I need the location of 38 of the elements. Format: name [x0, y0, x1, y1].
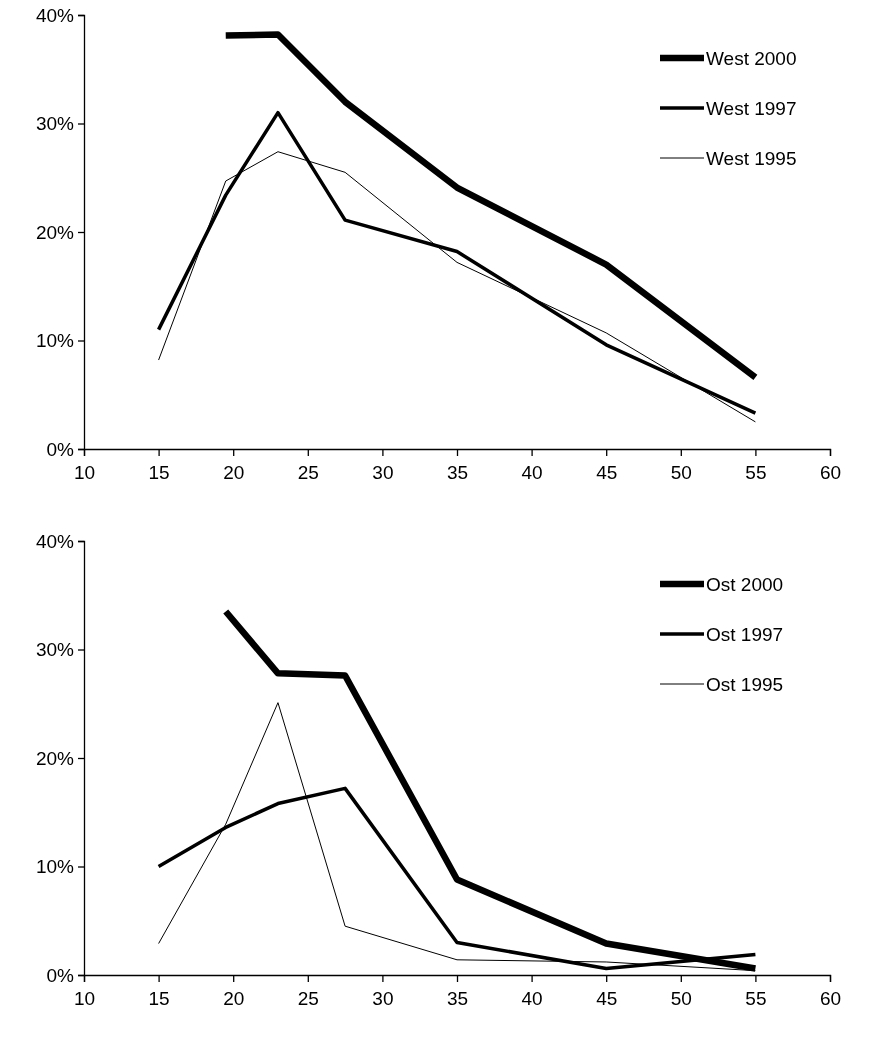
- y-tick-label: 20%: [35, 221, 75, 243]
- x-tick-label: 15: [148, 988, 170, 1010]
- x-tick-label: 35: [446, 988, 469, 1010]
- x-tick-label: 55: [745, 988, 767, 1010]
- x-tick-label: 20: [223, 988, 245, 1010]
- y-tick-label: 40%: [35, 530, 75, 552]
- x-tick-label: 40: [521, 988, 543, 1010]
- x-tick-label: 40: [521, 462, 543, 484]
- y-tick-label: 10%: [35, 856, 75, 878]
- x-tick-label: 45: [596, 462, 618, 484]
- y-tick-label: 30%: [35, 639, 75, 661]
- y-tick-label: 0%: [46, 964, 75, 986]
- x-tick-label: 10: [73, 988, 96, 1010]
- x-tick-label: 60: [819, 988, 842, 1010]
- y-tick-label: 0%: [46, 438, 75, 460]
- x-tick-label: 10: [73, 462, 96, 484]
- x-tick-label: 50: [670, 462, 692, 484]
- x-tick-label: 45: [596, 988, 618, 1010]
- legend-label: West 2000: [706, 48, 797, 69]
- y-tick-label: 20%: [35, 747, 75, 769]
- y-tick-label: 10%: [35, 330, 75, 352]
- x-tick-label: 25: [297, 462, 319, 484]
- x-tick-label: 50: [670, 988, 692, 1010]
- legend-label: West 1995: [706, 148, 797, 169]
- x-tick-label: 25: [297, 988, 319, 1010]
- x-tick-label: 15: [148, 462, 170, 484]
- legend-label: Ost 1995: [706, 674, 784, 695]
- legend-label: Ost 1997: [706, 624, 784, 645]
- x-tick-label: 55: [745, 462, 767, 484]
- y-tick-label: 30%: [35, 113, 75, 135]
- legend-label: Ost 2000: [706, 574, 784, 595]
- x-tick-label: 30: [372, 462, 394, 484]
- legend-label: West 1997: [706, 98, 797, 119]
- x-tick-label: 35: [446, 462, 469, 484]
- x-tick-label: 30: [372, 988, 394, 1010]
- x-tick-label: 60: [819, 462, 842, 484]
- y-tick-label: 40%: [35, 4, 75, 26]
- x-tick-label: 20: [223, 462, 245, 484]
